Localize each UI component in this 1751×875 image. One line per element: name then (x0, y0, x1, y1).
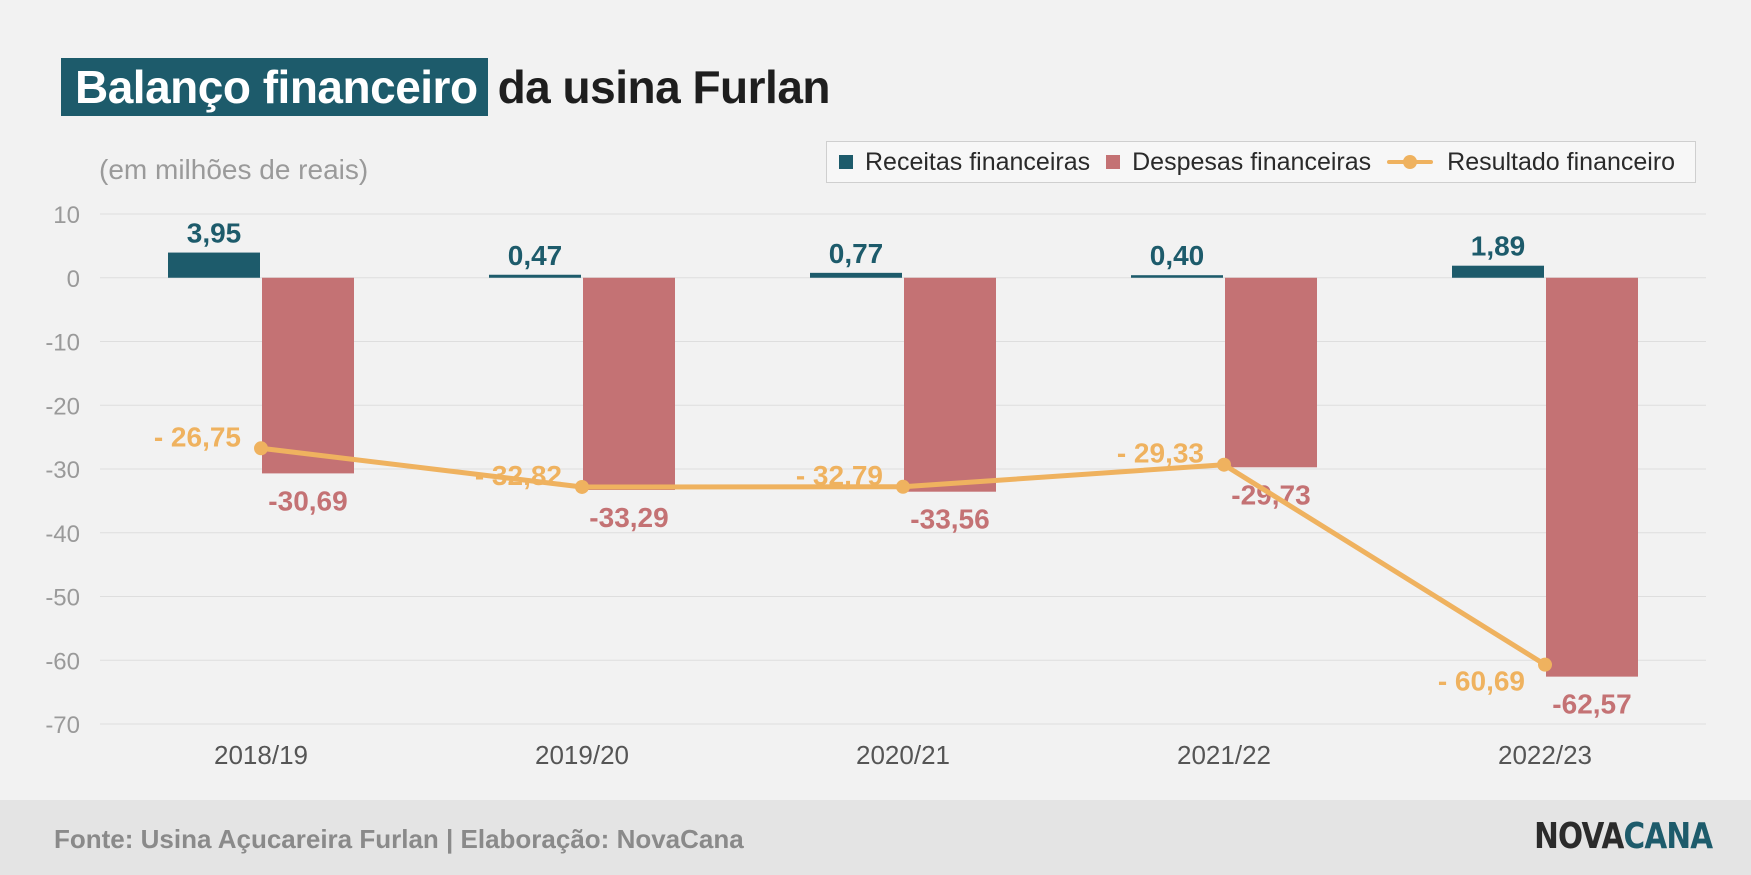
footer: Fonte: Usina Açucareira Furlan | Elabora… (0, 800, 1751, 875)
source-note: Fonte: Usina Açucareira Furlan | Elabora… (54, 824, 744, 854)
data-label-despesas: -33,29 (589, 502, 668, 533)
legend-label-resultado: Resultado financeiro (1447, 147, 1676, 176)
legend-item-receitas: Receitas financeiras (839, 148, 1090, 177)
chart-title: Balanço financeiro da usina Furlan (61, 58, 831, 116)
bar-receitas (489, 274, 581, 278)
y-tick-label: -20 (45, 393, 80, 420)
bar-receitas (1452, 265, 1544, 278)
chart-plot: 10 0 -10 -20 -30 -40 -50 -60 -70 3,95 -30,69 2018/1… (45, 202, 1706, 770)
novacana-logo: NOVACANA (1533, 816, 1713, 857)
data-label-resultado: - 29,33 (1117, 438, 1204, 469)
legend-label-despesas: Despesas financeiras (1132, 147, 1372, 176)
logo-part-nova: NOVA (1533, 816, 1624, 857)
data-label-receitas: 0,77 (829, 238, 884, 269)
title-rest: da usina Furlan (497, 61, 831, 113)
x-tick-label: 2020/21 (856, 740, 950, 770)
data-label-despesas: -62,57 (1552, 689, 1631, 720)
bar-receitas (810, 272, 902, 278)
legend: Receitas financeiras Despesas financeira… (826, 141, 1696, 183)
data-label-receitas: 0,47 (508, 240, 563, 271)
point-resultado (1217, 457, 1231, 472)
legend-swatch-despesas (1106, 155, 1121, 169)
data-label-resultado: - 32,82 (475, 460, 562, 491)
legend-item-despesas: Despesas financeiras (1106, 148, 1371, 177)
data-label-receitas: 0,40 (1150, 240, 1205, 271)
point-resultado (1538, 657, 1552, 672)
bar-despesas (1546, 277, 1638, 677)
point-resultado (896, 479, 910, 494)
bar-despesas (1225, 277, 1317, 468)
data-label-receitas: 1,89 (1471, 231, 1526, 262)
unit-subtitle: (em milhões de reais) (99, 154, 369, 185)
y-tick-label: -30 (45, 457, 80, 484)
y-tick-label: 0 (67, 266, 80, 293)
x-tick-label: 2018/19 (214, 740, 308, 770)
bar-despesas (262, 277, 354, 474)
y-tick-label: -40 (45, 521, 80, 548)
y-tick-label: -50 (45, 585, 80, 612)
title-highlight: Balanço financeiro (61, 58, 488, 116)
legend-label-receitas: Receitas financeiras (865, 147, 1091, 176)
bar-receitas (168, 252, 260, 278)
legend-line-resultado (1387, 155, 1434, 169)
data-label-resultado: - 26,75 (154, 421, 241, 452)
logo-part-cana: CANA (1623, 816, 1713, 857)
point-resultado (575, 479, 589, 494)
y-tick-label: -70 (45, 712, 80, 739)
y-tick-label: -10 (45, 330, 80, 357)
legend-swatch-receitas (839, 155, 853, 169)
y-tick-label: 10 (53, 202, 80, 229)
x-tick-label: 2019/20 (535, 740, 629, 770)
y-tick-label: -60 (45, 648, 80, 675)
data-label-resultado: - 60,69 (1438, 666, 1525, 697)
bar-despesas (583, 277, 675, 490)
data-label-receitas: 3,95 (187, 218, 242, 249)
x-tick-label: 2021/22 (1177, 740, 1271, 770)
x-tick-label: 2022/23 (1498, 740, 1592, 770)
point-resultado (254, 441, 268, 456)
bar-receitas (1131, 275, 1223, 278)
data-label-despesas: -30,69 (268, 485, 347, 516)
data-label-resultado: - 32,79 (796, 460, 883, 491)
data-label-despesas: -33,56 (910, 504, 989, 535)
legend-item-resultado: Resultado financeiro (1387, 148, 1675, 177)
bar-despesas (904, 277, 996, 492)
